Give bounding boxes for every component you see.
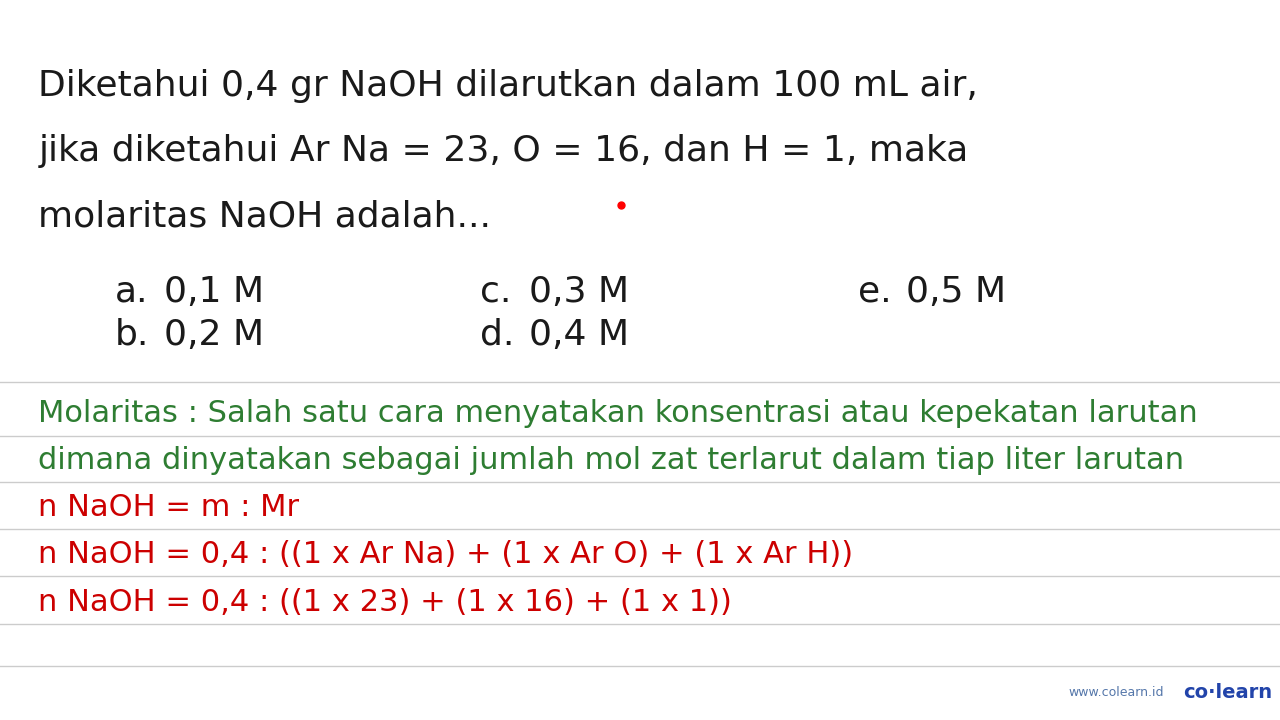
Text: e.: e. — [858, 274, 891, 309]
Text: molaritas NaOH adalah...: molaritas NaOH adalah... — [38, 199, 492, 233]
Text: b.: b. — [115, 318, 150, 352]
Text: n NaOH = 0,4 : ((1 x 23) + (1 x 16) + (1 x 1)): n NaOH = 0,4 : ((1 x 23) + (1 x 16) + (1… — [38, 588, 732, 617]
Text: www.colearn.id: www.colearn.id — [1069, 686, 1165, 699]
Text: jika diketahui Ar Na = 23, O = 16, dan H = 1, maka: jika diketahui Ar Na = 23, O = 16, dan H… — [38, 134, 969, 168]
Text: Molaritas : Salah satu cara menyatakan konsentrasi atau kepekatan larutan: Molaritas : Salah satu cara menyatakan k… — [38, 400, 1198, 428]
Text: n NaOH = 0,4 : ((1 x Ar Na) + (1 x Ar O) + (1 x Ar H)): n NaOH = 0,4 : ((1 x Ar Na) + (1 x Ar O)… — [38, 540, 854, 569]
Text: c.: c. — [480, 274, 512, 309]
Text: 0,2 M: 0,2 M — [164, 318, 264, 352]
Text: Diketahui 0,4 gr NaOH dilarutkan dalam 100 mL air,: Diketahui 0,4 gr NaOH dilarutkan dalam 1… — [38, 69, 978, 104]
Text: co·learn: co·learn — [1183, 683, 1272, 702]
Text: 0,1 M: 0,1 M — [164, 274, 264, 309]
Text: dimana dinyatakan sebagai jumlah mol zat terlarut dalam tiap liter larutan: dimana dinyatakan sebagai jumlah mol zat… — [38, 446, 1184, 475]
Text: 0,4 M: 0,4 M — [529, 318, 628, 352]
Text: a.: a. — [115, 274, 148, 309]
Text: 0,5 M: 0,5 M — [906, 274, 1006, 309]
Text: n NaOH = m : Mr: n NaOH = m : Mr — [38, 493, 300, 522]
Text: 0,3 M: 0,3 M — [529, 274, 628, 309]
Text: d.: d. — [480, 318, 515, 352]
